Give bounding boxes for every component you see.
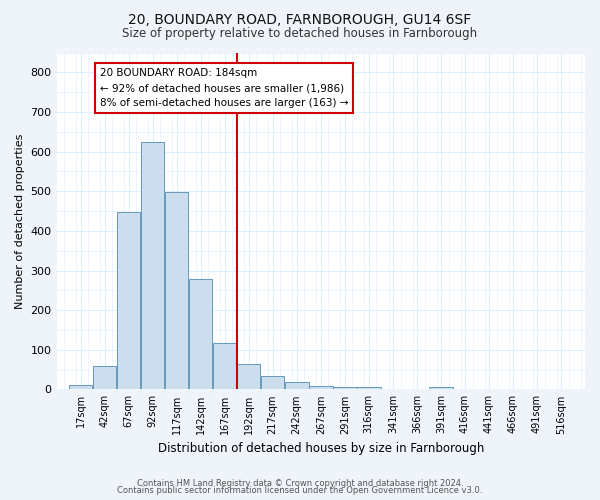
Bar: [165, 192, 188, 390]
Text: Contains public sector information licensed under the Open Government Licence v3: Contains public sector information licen…: [118, 486, 482, 495]
Bar: [429, 388, 452, 390]
Bar: [117, 212, 140, 390]
Bar: [333, 388, 356, 390]
Bar: [261, 376, 284, 390]
Bar: [141, 142, 164, 390]
Bar: [189, 279, 212, 390]
Bar: [213, 344, 236, 390]
Bar: [237, 364, 260, 390]
Text: Size of property relative to detached houses in Farnborough: Size of property relative to detached ho…: [122, 28, 478, 40]
Bar: [285, 382, 308, 390]
Y-axis label: Number of detached properties: Number of detached properties: [15, 134, 25, 308]
Text: Contains HM Land Registry data © Crown copyright and database right 2024.: Contains HM Land Registry data © Crown c…: [137, 478, 463, 488]
Text: 20, BOUNDARY ROAD, FARNBOROUGH, GU14 6SF: 20, BOUNDARY ROAD, FARNBOROUGH, GU14 6SF: [128, 12, 472, 26]
Bar: [309, 386, 332, 390]
X-axis label: Distribution of detached houses by size in Farnborough: Distribution of detached houses by size …: [158, 442, 484, 455]
Bar: [357, 388, 380, 390]
Bar: [69, 386, 92, 390]
Text: 20 BOUNDARY ROAD: 184sqm
← 92% of detached houses are smaller (1,986)
8% of semi: 20 BOUNDARY ROAD: 184sqm ← 92% of detach…: [100, 68, 348, 108]
Bar: [93, 366, 116, 390]
